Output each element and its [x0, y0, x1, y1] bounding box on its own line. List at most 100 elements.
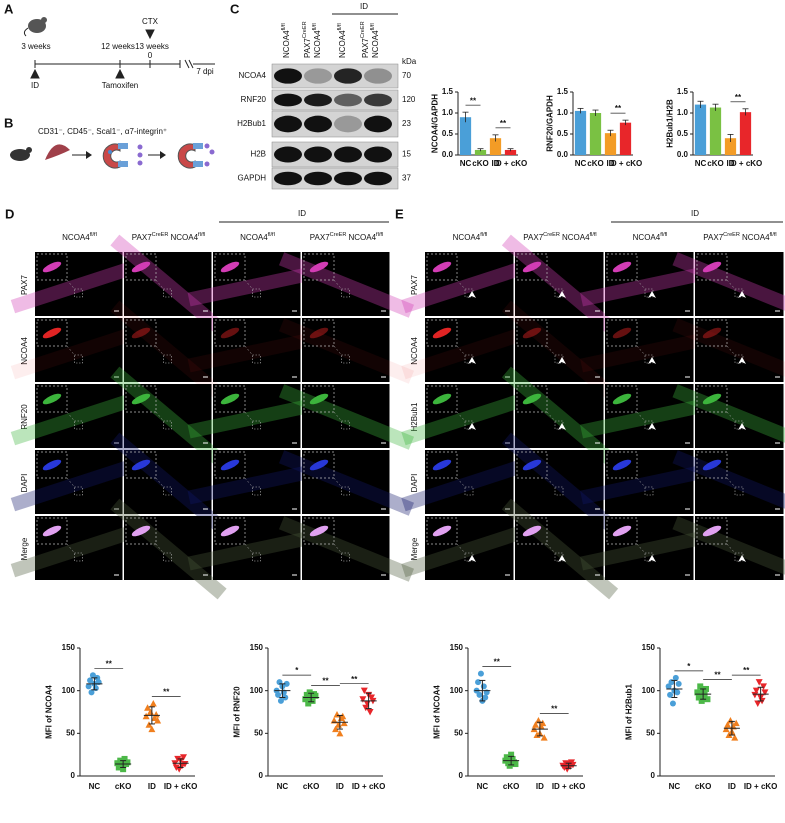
- x-tick-label: ID: [607, 159, 615, 168]
- roi-box: [341, 552, 350, 562]
- x-tick-label: ID + cKO: [729, 159, 763, 168]
- dot: [508, 751, 515, 758]
- fiber: [501, 432, 619, 534]
- dot: [124, 759, 131, 766]
- band-kda: 15: [402, 150, 411, 159]
- blot-band: [334, 171, 362, 186]
- y-tick-label: 0.0: [442, 150, 454, 159]
- column-label: PAX7CreER NCOA4fl/fl: [703, 232, 776, 242]
- lane-label: PAX7CreER: [360, 21, 370, 58]
- dot: [148, 725, 156, 733]
- arrowhead: [558, 423, 566, 430]
- dot: [755, 679, 763, 686]
- roi-box: [74, 420, 83, 430]
- fiber: [187, 395, 328, 439]
- fiber: [501, 498, 619, 600]
- nucleus: [220, 327, 240, 339]
- fiber: [580, 527, 720, 571]
- inset-link: [155, 279, 164, 290]
- x-tick-label: NC: [277, 782, 289, 791]
- label-part: fl/fl: [480, 232, 487, 238]
- fiber: [401, 322, 539, 380]
- label-part: PAX7: [523, 233, 543, 242]
- bar: [694, 104, 707, 155]
- nucleus: [309, 327, 329, 339]
- dot: [180, 754, 187, 761]
- fiber: [187, 461, 328, 505]
- dot: [85, 683, 92, 690]
- roi-box: [341, 288, 350, 298]
- inset-link: [155, 411, 164, 422]
- y-tick-label: 0.5: [442, 129, 454, 138]
- dot: [482, 694, 489, 701]
- y-tick-label: 1.5: [442, 87, 454, 96]
- micrograph: [401, 252, 539, 316]
- dot: [366, 709, 374, 716]
- blot-band: [274, 146, 302, 163]
- micrograph: [10, 450, 149, 514]
- label-part: NCOA4: [633, 233, 661, 242]
- dot: [701, 691, 708, 698]
- y-axis-label: NCOA4/GAPDH: [430, 94, 439, 153]
- dot: [309, 697, 316, 704]
- x-tick-label: NC: [669, 782, 681, 791]
- x-tick-label: ID: [728, 782, 736, 791]
- band-name: NCOA4: [238, 71, 266, 80]
- dot: [302, 696, 309, 703]
- column-label: PAX7CreER NCOA4fl/fl: [310, 232, 383, 242]
- y-tick-label: 100: [250, 686, 264, 695]
- x-tick-label: ID + cKO: [352, 782, 386, 791]
- label-part: PAX7: [303, 38, 312, 58]
- y-tick-label: 150: [642, 643, 656, 652]
- arrowhead: [648, 357, 656, 364]
- blot-band: [334, 93, 362, 107]
- dot: [674, 689, 681, 696]
- roi-box: [74, 288, 83, 298]
- nucleus: [131, 525, 151, 537]
- nucleus: [612, 327, 632, 339]
- label-part: NCOA4: [170, 233, 198, 242]
- y-tick-label: 50: [66, 728, 75, 737]
- label-part: NCOA4: [313, 30, 322, 58]
- dot: [332, 725, 340, 733]
- dot: [503, 754, 510, 761]
- micrograph: [580, 516, 720, 580]
- bar: [504, 149, 517, 155]
- nucleus: [702, 261, 722, 273]
- image-bg: [515, 516, 604, 580]
- dot: [87, 677, 94, 684]
- image-bg: [35, 384, 123, 448]
- dot: [88, 689, 95, 696]
- x-tick-label: NC: [695, 159, 707, 168]
- label-part: NCOA4: [240, 233, 268, 242]
- image-bg: [35, 318, 123, 382]
- y-tick-label: 0: [459, 771, 464, 780]
- lane-label: NCOA4fl/fl: [337, 23, 347, 58]
- y-tick-label: 0.0: [677, 150, 689, 159]
- band-kda: 23: [402, 119, 411, 128]
- nucleus: [432, 327, 452, 339]
- age-label: 13 weeks: [135, 42, 169, 51]
- row-label: DAPI: [410, 474, 419, 493]
- nucleus: [432, 393, 452, 405]
- age-label: 12 weeks: [101, 42, 135, 51]
- kda-header: kDa: [402, 57, 417, 66]
- x-tick-label: NC: [477, 782, 489, 791]
- arrowhead: [648, 423, 656, 430]
- inset-link: [333, 411, 342, 422]
- micrograph: [110, 432, 227, 534]
- fiber: [10, 454, 149, 512]
- fiber: [10, 322, 149, 380]
- micrograph: [580, 318, 720, 382]
- row-label: DAPI: [20, 474, 29, 493]
- nucleus: [309, 393, 329, 405]
- fiber: [110, 498, 227, 600]
- sig-label: **: [494, 658, 501, 667]
- band-kda: 70: [402, 71, 411, 80]
- fiber: [110, 366, 227, 468]
- dot: [506, 762, 513, 769]
- fiber: [187, 527, 328, 571]
- x-tick-label: ID + cKO: [494, 159, 528, 168]
- image-bg: [515, 318, 604, 382]
- image-bg: [515, 450, 604, 514]
